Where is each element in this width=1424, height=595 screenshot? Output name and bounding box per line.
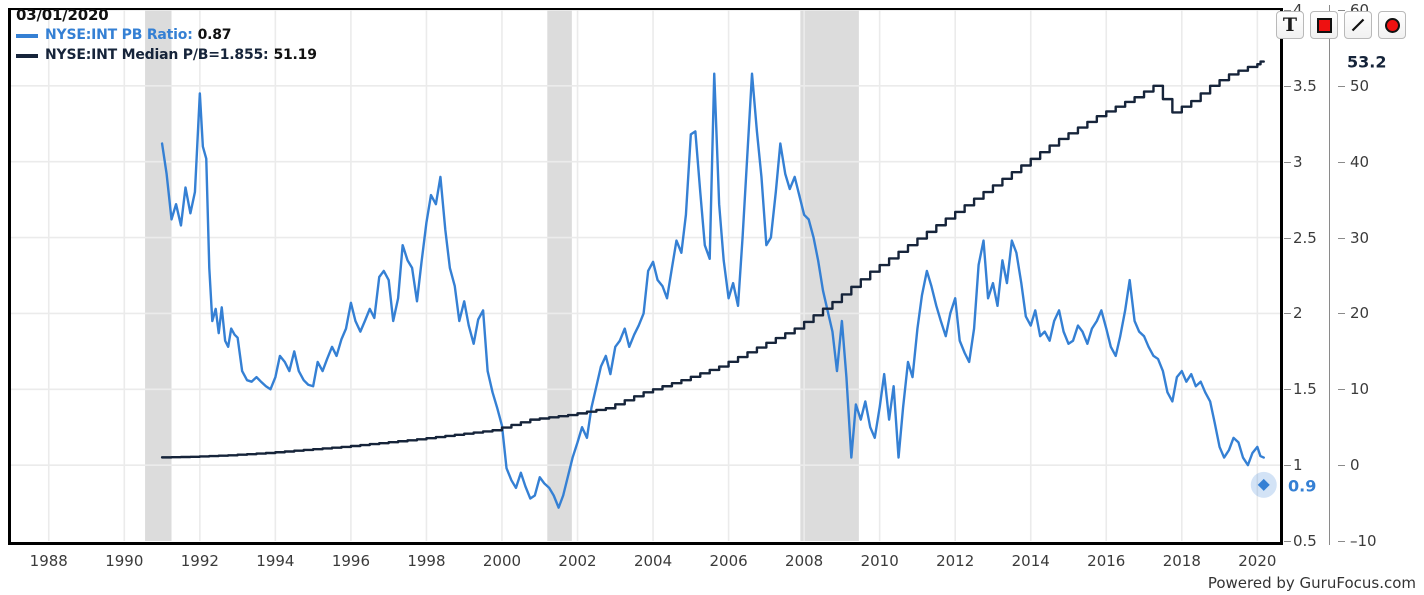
median-axis-tick-mark — [1338, 389, 1345, 391]
median-endpoint-label: 53.2 — [1347, 52, 1387, 72]
x-axis-tick-label: 1996 — [331, 552, 370, 570]
x-axis-tick-label: 1994 — [256, 552, 295, 570]
x-axis-tick-label: 2008 — [785, 552, 824, 570]
pb-axis-tick-mark — [1284, 313, 1291, 315]
series-line-median-pb — [160, 60, 1265, 459]
endpoint-marker-diamond — [1257, 478, 1270, 491]
x-axis-tick-label: 2012 — [936, 552, 975, 570]
pb-endpoint-label: 0.9 — [1288, 476, 1317, 496]
ellipse-annotation-tool[interactable] — [1378, 11, 1406, 39]
x-axis-tick-label: 2016 — [1087, 552, 1126, 570]
chart-svg — [11, 10, 1280, 541]
pb-axis-tick-label: 2 — [1293, 304, 1303, 323]
line-tool-icon — [1351, 18, 1365, 32]
x-axis-tick-label: 1988 — [29, 552, 68, 570]
annotation-toolbar: T — [1276, 11, 1406, 39]
footer-attribution: Powered by GuruFocus.com — [1207, 574, 1416, 592]
pb-axis-tick-label: 3 — [1293, 152, 1303, 171]
axis-divider — [1329, 5, 1330, 545]
median-axis-tick-label: 40 — [1350, 152, 1370, 171]
x-axis-tick-label: 2002 — [558, 552, 597, 570]
pb-axis-tick-mark — [1284, 237, 1291, 239]
shaded-region-recession-1990 — [145, 10, 172, 541]
median-axis-tick-mark — [1338, 541, 1345, 542]
series-line-pb-ratio — [160, 72, 1265, 509]
rectangle-tool-icon — [1316, 17, 1332, 33]
median-axis-tick-label: 10 — [1350, 380, 1370, 399]
text-annotation-tool[interactable]: T — [1276, 11, 1304, 39]
text-tool-icon: T — [1282, 13, 1298, 36]
x-axis-labels: 1988 1990 1992 1994 1996 1998 2000 2002 2004 2006… — [0, 552, 1424, 578]
x-axis-tick-label: 1998 — [407, 552, 446, 570]
chart-plot-area[interactable] — [8, 8, 1283, 545]
median-axis-tick-mark — [1338, 237, 1345, 239]
x-axis-tick-label: 1990 — [105, 552, 144, 570]
median-axis-tick-mark — [1338, 465, 1345, 467]
median-axis-tick-mark — [1338, 313, 1345, 315]
median-axis-tick-mark — [1338, 161, 1345, 163]
x-axis-tick-label: 2010 — [860, 552, 899, 570]
line-annotation-tool[interactable] — [1344, 11, 1372, 39]
pb-axis-tick-mark — [1284, 541, 1291, 542]
pb-axis-tick-mark — [1284, 465, 1291, 467]
median-axis-tick-mark — [1338, 85, 1345, 87]
pb-axis-tick-label: 3.5 — [1293, 76, 1317, 95]
shaded-region-recession-2008 — [800, 10, 859, 541]
x-axis-tick-label: 2004 — [633, 552, 673, 570]
median-axis-tick-label: 0 — [1350, 456, 1360, 475]
x-axis-tick-label: 2000 — [482, 552, 522, 570]
x-axis-tick-label: 2020 — [1238, 552, 1277, 570]
median-axis-tick-label: 20 — [1350, 304, 1370, 323]
pb-axis-tick-label: 1.5 — [1293, 380, 1317, 399]
pb-axis-tick-label: 1 — [1293, 456, 1303, 475]
pb-axis-tick-label: 0.5 — [1293, 532, 1317, 550]
x-axis-tick-label: 2006 — [709, 552, 748, 570]
pb-axis-tick-label: 2.5 — [1293, 228, 1317, 247]
x-axis-tick-label: 2014 — [1011, 552, 1050, 570]
pb-axis-tick-mark — [1284, 161, 1291, 163]
rectangle-annotation-tool[interactable] — [1310, 11, 1338, 39]
median-axis-tick-label: 30 — [1350, 228, 1370, 247]
x-axis-tick-label: 2018 — [1162, 552, 1201, 570]
shaded-region-recession-2001 — [547, 10, 572, 541]
x-axis-tick-label: 1992 — [180, 552, 219, 570]
ellipse-tool-icon — [1384, 17, 1400, 33]
pb-axis-tick-mark — [1284, 389, 1291, 391]
chart-plot-inner — [11, 10, 1280, 542]
median-axis-tick-label: 50 — [1350, 76, 1370, 95]
pb-axis-tick-mark — [1284, 85, 1291, 87]
median-axis-tick-label: –10 — [1350, 532, 1377, 550]
